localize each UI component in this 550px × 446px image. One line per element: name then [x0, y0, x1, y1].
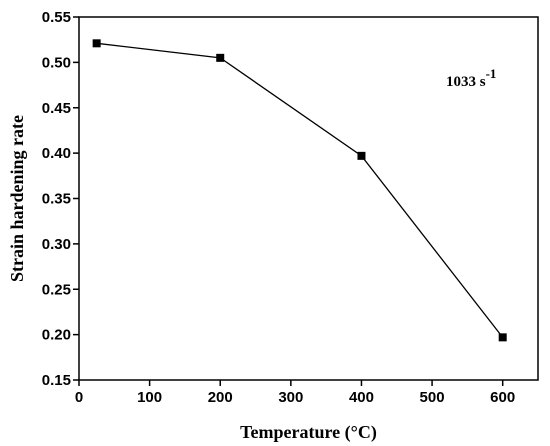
data-point — [357, 151, 366, 160]
x-tick-label: 100 — [137, 389, 162, 406]
series-line — [96, 42, 504, 338]
rate-annotation: 1033 s-1 — [446, 66, 496, 90]
y-tick-label: 0.50 — [42, 54, 71, 71]
y-axis-title: Strain hardening rate — [7, 115, 27, 282]
y-tick-label: 0.35 — [42, 191, 71, 208]
y-tick-label: 0.40 — [42, 145, 71, 162]
x-tick-label: 500 — [420, 389, 445, 406]
plot-frame — [78, 16, 539, 381]
y-tick-label: 0.20 — [42, 327, 71, 344]
rate-annotation-value: 1033 s — [446, 74, 486, 90]
y-tick-label: 0.45 — [42, 100, 71, 117]
y-tick-label: 0.30 — [42, 236, 71, 253]
x-tick-label: 300 — [278, 389, 303, 406]
y-tick-label: 0.25 — [42, 281, 71, 298]
x-tick-label: 200 — [208, 389, 233, 406]
y-tick-label: 0.15 — [42, 372, 71, 389]
x-tick-label: 600 — [490, 389, 515, 406]
x-tick-label: 0 — [75, 389, 83, 406]
data-point — [216, 53, 225, 62]
data-point — [92, 39, 101, 48]
x-tick-label: 400 — [349, 389, 374, 406]
x-axis-title: Temperature (°C) — [240, 422, 377, 443]
ticks-layer: 0 100 200 300 400 500 600 0.15 0.20 0.25 0.30 0.35 0… — [42, 9, 515, 406]
rate-annotation-exponent: -1 — [486, 66, 497, 81]
series-layer — [92, 39, 507, 342]
data-point — [498, 333, 507, 342]
y-tick-label: 0.55 — [42, 9, 71, 26]
